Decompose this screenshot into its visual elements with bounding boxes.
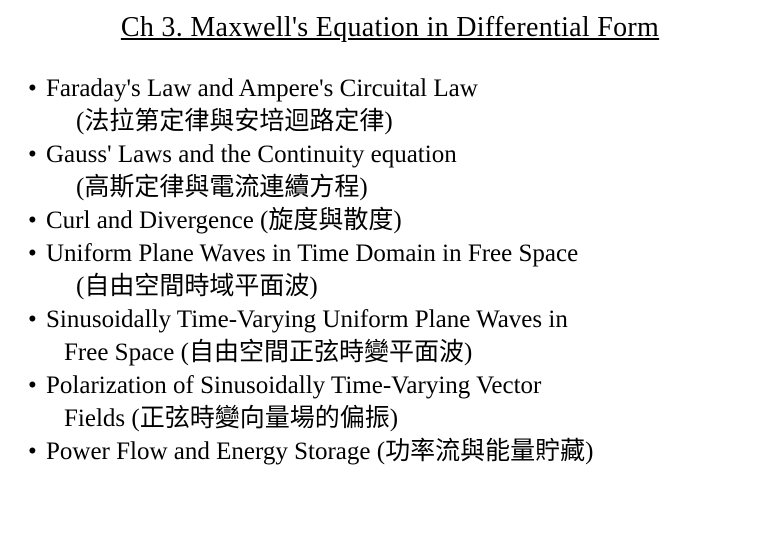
outline-subtext: (自由空間時域平面波) <box>46 270 752 303</box>
outline-item-current: Curl and Divergence (旋度與散度) <box>28 204 752 237</box>
outline-text: Power Flow and Energy Storage (功率流與能量貯藏) <box>46 438 593 465</box>
outline-subtext: (法拉第定律與安培迴路定律) <box>46 105 752 138</box>
outline-text: Polarization of Sinusoidally Time-Varyin… <box>46 372 541 399</box>
outline-text: Gauss' Laws and the Continuity equation <box>46 141 457 168</box>
outline-text: Curl and Divergence (旋度與散度) <box>46 207 402 234</box>
outline-item: Power Flow and Energy Storage (功率流與能量貯藏) <box>28 435 752 468</box>
outline-subtext: (高斯定律與電流連續方程) <box>46 171 752 204</box>
outline-list: Faraday's Law and Ampere's Circuital Law… <box>28 72 752 468</box>
outline-item: Uniform Plane Waves in Time Domain in Fr… <box>28 237 752 303</box>
outline-item: Gauss' Laws and the Continuity equation … <box>28 138 752 204</box>
outline-text: Uniform Plane Waves in Time Domain in Fr… <box>46 240 578 267</box>
outline-text: Sinusoidally Time-Varying Uniform Plane … <box>46 306 568 333</box>
outline-cont: Free Space (自由空間正弦時變平面波) <box>46 336 752 369</box>
outline-item: Faraday's Law and Ampere's Circuital Law… <box>28 72 752 138</box>
outline-item: Sinusoidally Time-Varying Uniform Plane … <box>28 303 752 369</box>
outline-cont: Fields (正弦時變向量場的偏振) <box>46 402 752 435</box>
outline-item: Polarization of Sinusoidally Time-Varyin… <box>28 369 752 435</box>
outline-text: Faraday's Law and Ampere's Circuital Law <box>46 75 478 102</box>
slide-title: Ch 3. Maxwell's Equation in Differential… <box>28 12 752 44</box>
